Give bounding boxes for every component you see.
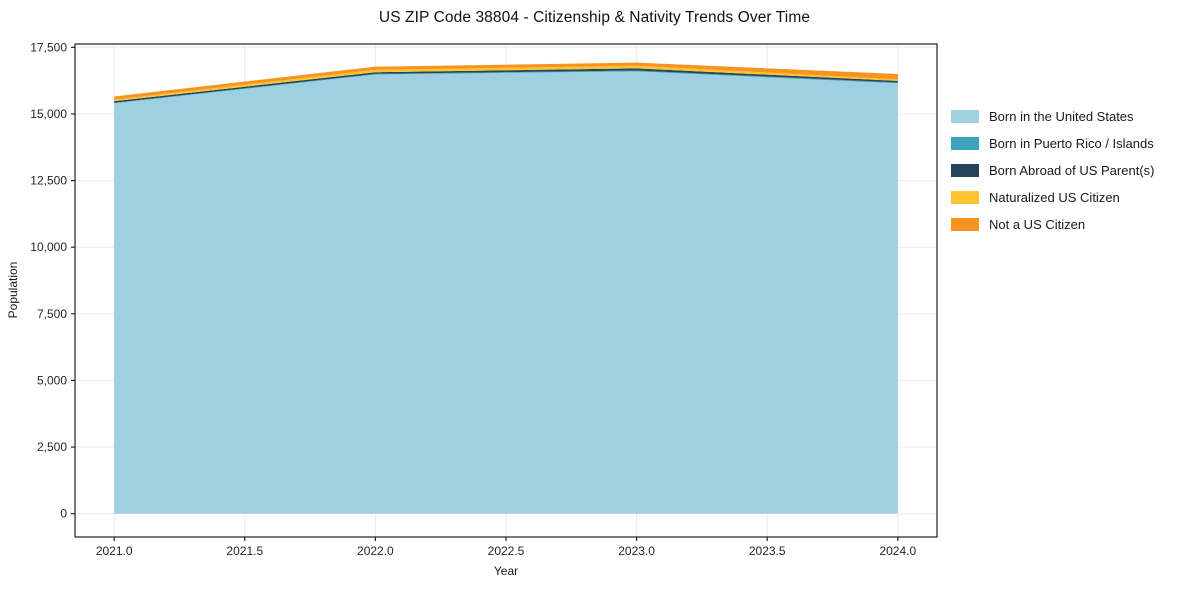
x-tick-label: 2023.5 (749, 544, 786, 558)
legend-label: Not a US Citizen (989, 217, 1086, 232)
y-tick-label: 17,500 (30, 40, 67, 54)
legend: Born in the United States Born in Puerto… (951, 103, 1154, 238)
x-tick-label: 2022.5 (488, 544, 525, 558)
legend-swatch (951, 137, 979, 150)
y-tick-label: 15,000 (30, 107, 67, 121)
legend-swatch (951, 218, 979, 231)
area-series-4 (114, 62, 898, 100)
y-axis-label: Population (6, 261, 20, 319)
axis-ticks: 0 2,500 5,000 7,500 10,000 12,500 15,000 17,500… (30, 40, 916, 558)
x-tick-label: 2021.0 (96, 544, 133, 558)
x-tick-label: 2022.0 (357, 544, 394, 558)
legend-label: Born in Puerto Rico / Islands (989, 136, 1154, 151)
chart-title: US ZIP Code 38804 - Citizenship & Nativi… (378, 9, 811, 26)
legend-item: Born Abroad of US Parent(s) (951, 157, 1154, 184)
legend-item: Naturalized US Citizen (951, 184, 1154, 211)
x-tick-label: 2021.5 (226, 544, 263, 558)
legend-item: Born in the United States (951, 103, 1154, 130)
area-series-3 (114, 65, 898, 102)
legend-swatch (951, 191, 979, 204)
legend-label: Born in the United States (989, 109, 1134, 124)
legend-label: Naturalized US Citizen (989, 190, 1120, 205)
x-tick-label: 2024.0 (879, 544, 916, 558)
stacked-areas (114, 62, 898, 514)
legend-item: Born in Puerto Rico / Islands (951, 130, 1154, 157)
legend-swatch (951, 110, 979, 123)
y-tick-label: 5,000 (37, 373, 67, 387)
x-tick-label: 2023.0 (618, 544, 655, 558)
y-tick-label: 7,500 (37, 307, 67, 321)
area-series-0 (114, 71, 898, 514)
x-axis-label: Year (493, 564, 519, 578)
legend-label: Born Abroad of US Parent(s) (989, 163, 1155, 178)
y-tick-label: 0 (60, 507, 67, 521)
legend-item: Not a US Citizen (951, 211, 1154, 238)
y-tick-label: 2,500 (37, 440, 67, 454)
y-tick-label: 12,500 (30, 174, 67, 188)
legend-swatch (951, 164, 979, 177)
y-tick-label: 10,000 (30, 240, 67, 254)
